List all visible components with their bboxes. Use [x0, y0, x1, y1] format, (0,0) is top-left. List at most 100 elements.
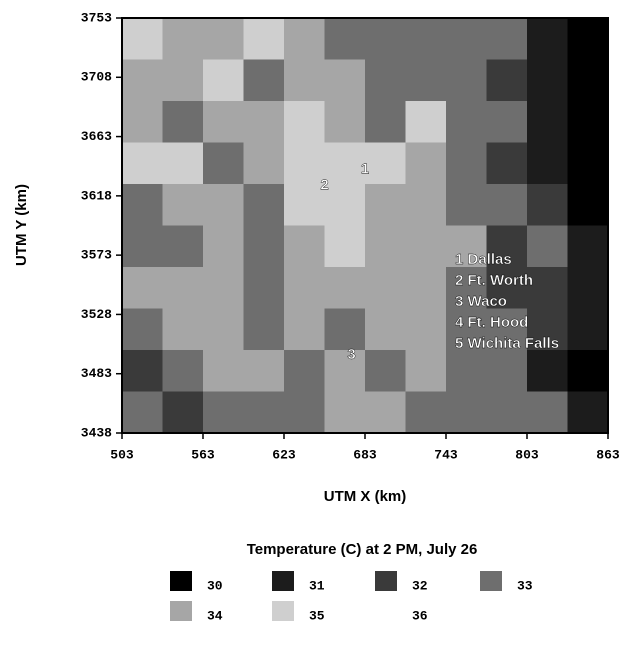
- heat-cell: [244, 184, 285, 226]
- heat-cell: [163, 101, 204, 143]
- heat-cell: [284, 101, 325, 143]
- city-marker: 3: [347, 346, 355, 363]
- heat-cell: [406, 184, 447, 226]
- y-tick-label: 3483: [81, 366, 112, 381]
- legend-label: 35: [309, 608, 325, 623]
- heat-cell: [406, 101, 447, 143]
- heat-cell: [568, 143, 609, 185]
- city-legend: 5 Wichita Falls: [455, 335, 559, 352]
- heat-cell: [244, 143, 285, 185]
- y-tick-label: 3573: [81, 248, 112, 263]
- x-tick-label: 743: [434, 447, 458, 462]
- city-legend: 1 Dallas: [455, 251, 512, 268]
- city-marker: 2: [320, 176, 328, 193]
- chart-title: Temperature (C) at 2 PM, July 26: [247, 541, 478, 558]
- legend-swatch: [480, 571, 502, 591]
- heat-cell: [163, 18, 204, 60]
- heat-cell: [568, 18, 609, 60]
- city-legend: 4 Ft. Hood: [455, 314, 528, 331]
- heat-cell: [325, 60, 366, 102]
- heat-cell: [122, 184, 163, 226]
- heat-cell: [365, 226, 406, 268]
- heat-cell: [325, 309, 366, 351]
- heat-cell: [122, 392, 163, 434]
- heat-cell: [487, 101, 528, 143]
- heat-cell: [163, 350, 204, 392]
- legend-swatch: [170, 571, 192, 591]
- heat-cell: [284, 184, 325, 226]
- heat-cell: [163, 184, 204, 226]
- legend-swatch: [272, 571, 294, 591]
- heat-cell: [244, 226, 285, 268]
- heat-cell: [244, 350, 285, 392]
- heat-cell: [527, 184, 568, 226]
- heat-cell: [527, 60, 568, 102]
- heat-cell: [365, 267, 406, 309]
- y-tick-label: 3528: [81, 307, 112, 322]
- heat-cell: [203, 184, 244, 226]
- heat-cell: [365, 60, 406, 102]
- heat-cell: [122, 60, 163, 102]
- heat-cell: [244, 60, 285, 102]
- heat-cell: [284, 309, 325, 351]
- heat-cell: [122, 143, 163, 185]
- heat-cell: [568, 309, 609, 351]
- city-legend: 2 Ft. Worth: [455, 272, 533, 289]
- y-axis-label: UTM Y (km): [13, 184, 30, 266]
- heat-cell: [406, 143, 447, 185]
- heat-cell: [446, 184, 487, 226]
- heat-cell: [568, 267, 609, 309]
- heat-cell: [325, 350, 366, 392]
- y-tick-label: 3753: [81, 10, 112, 25]
- heat-cell: [244, 101, 285, 143]
- heat-cell: [325, 184, 366, 226]
- heat-cell: [568, 184, 609, 226]
- heat-cell: [406, 18, 447, 60]
- heat-cell: [487, 18, 528, 60]
- x-tick-label: 623: [272, 447, 296, 462]
- legend-label: 32: [412, 578, 428, 593]
- heat-cell: [122, 267, 163, 309]
- heat-cell: [203, 143, 244, 185]
- y-tick-label: 3708: [81, 70, 112, 85]
- heat-cell: [527, 18, 568, 60]
- heat-cell: [284, 143, 325, 185]
- heat-cell: [244, 309, 285, 351]
- heat-cell: [527, 350, 568, 392]
- heat-cell: [325, 18, 366, 60]
- heat-cell: [446, 18, 487, 60]
- heat-cell: [284, 226, 325, 268]
- heat-cell: [568, 392, 609, 434]
- heat-cell: [568, 226, 609, 268]
- heat-cell: [527, 101, 568, 143]
- chart: UTM X (km) UTM Y (km) Temperature (C) at…: [0, 0, 623, 644]
- x-tick-label: 863: [596, 447, 620, 462]
- y-tick-label: 3618: [81, 188, 112, 203]
- heat-cell: [446, 101, 487, 143]
- heat-cell: [163, 267, 204, 309]
- heat-cell: [203, 350, 244, 392]
- heat-cell: [365, 392, 406, 434]
- heat-cell: [487, 392, 528, 434]
- heat-cell: [527, 143, 568, 185]
- heat-cell: [568, 60, 609, 102]
- city-marker: 1: [361, 160, 369, 177]
- city-legend: 3 Waco: [455, 293, 507, 310]
- legend-label: 36: [412, 608, 428, 623]
- heat-cell: [163, 392, 204, 434]
- heat-cell: [203, 392, 244, 434]
- x-tick-label: 563: [191, 447, 215, 462]
- heat-cell: [446, 60, 487, 102]
- heat-cell: [487, 350, 528, 392]
- legend-swatch: [375, 601, 397, 621]
- heat-cell: [365, 18, 406, 60]
- legend-swatch: [375, 571, 397, 591]
- heat-cell: [568, 101, 609, 143]
- heat-cell: [203, 60, 244, 102]
- heat-cell: [446, 350, 487, 392]
- heat-cell: [284, 60, 325, 102]
- legend-swatch: [170, 601, 192, 621]
- heat-cell: [203, 18, 244, 60]
- heat-cell: [163, 143, 204, 185]
- heat-cell: [406, 267, 447, 309]
